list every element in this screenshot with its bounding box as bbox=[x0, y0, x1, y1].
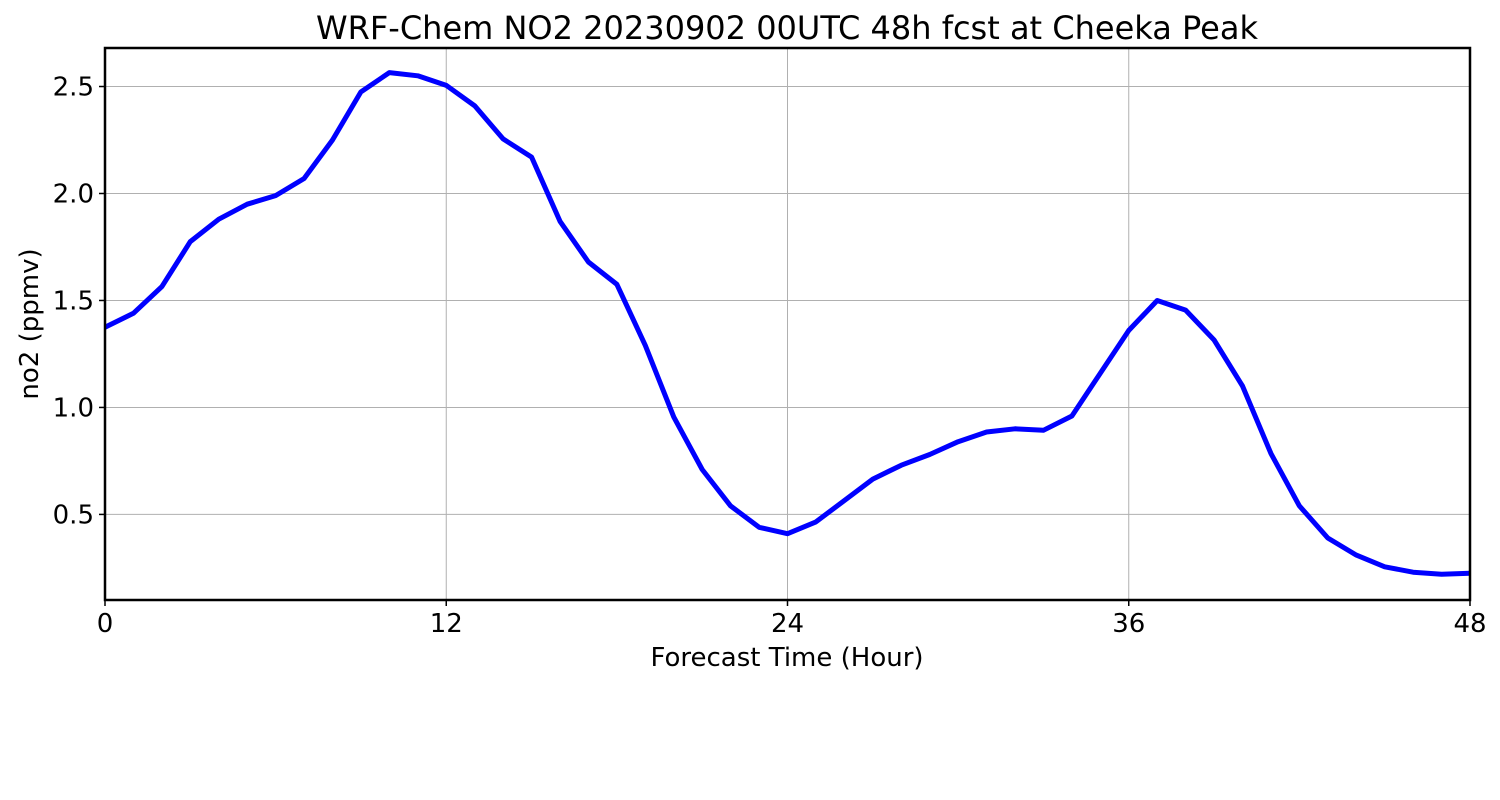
x-tick-label-4: 48 bbox=[1453, 609, 1486, 639]
y-axis-label: no2 (ppmv) bbox=[15, 248, 45, 399]
y-tick-label-1: 1.0 bbox=[53, 393, 94, 423]
chart-title: WRF-Chem NO2 20230902 00UTC 48h fcst at … bbox=[316, 9, 1258, 47]
y-tick-label-0: 0.5 bbox=[53, 500, 94, 530]
y-tick-label-3: 2.0 bbox=[53, 179, 94, 209]
ticks: 0 12 24 36 48 0.5 1.0 1.5 2.0 2.5 bbox=[53, 73, 1487, 639]
x-tick-label-3: 36 bbox=[1112, 609, 1145, 639]
grid bbox=[104, 48, 1471, 600]
x-tick-label-2: 24 bbox=[771, 609, 804, 639]
x-axis-label: Forecast Time (Hour) bbox=[650, 643, 923, 673]
series-layer bbox=[103, 70, 1471, 577]
y-tick-label-4: 2.5 bbox=[53, 73, 94, 103]
series-line-0 bbox=[103, 70, 1471, 577]
y-tick-label-2: 1.5 bbox=[53, 286, 94, 316]
x-tick-label-1: 12 bbox=[430, 609, 463, 639]
x-tick-label-0: 0 bbox=[97, 609, 114, 639]
